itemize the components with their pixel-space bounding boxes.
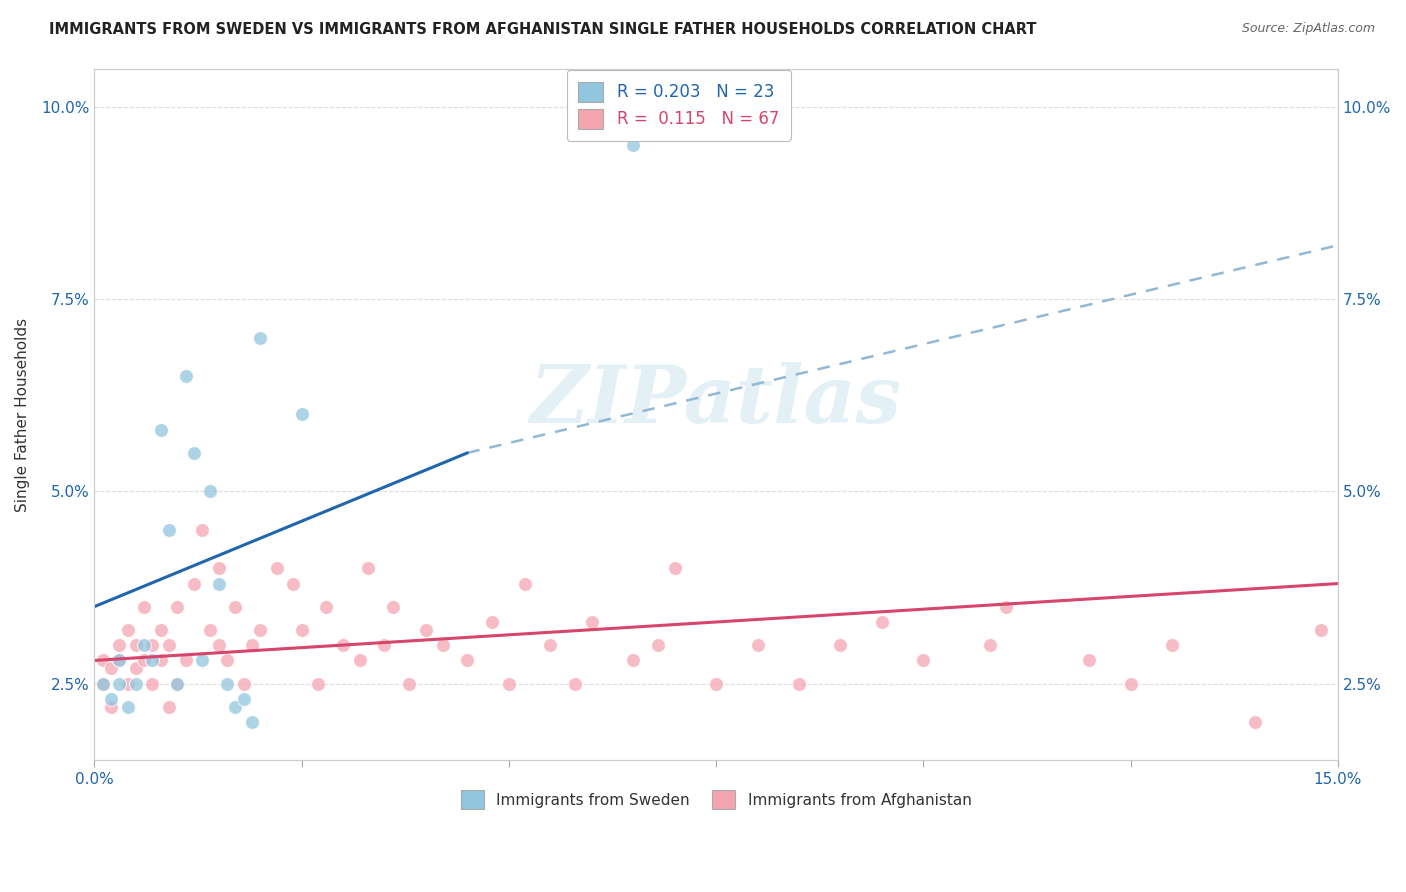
Point xyxy=(240,714,263,729)
Point xyxy=(174,653,197,667)
Point xyxy=(141,676,163,690)
Point xyxy=(249,330,271,344)
Point xyxy=(125,638,148,652)
Point xyxy=(108,638,131,652)
Point xyxy=(232,692,254,706)
Point xyxy=(398,676,420,690)
Point xyxy=(149,423,172,437)
Point xyxy=(191,653,214,667)
Point xyxy=(91,676,114,690)
Point xyxy=(432,638,454,652)
Point xyxy=(183,576,205,591)
Point xyxy=(232,676,254,690)
Point xyxy=(117,699,139,714)
Point xyxy=(266,561,288,575)
Point xyxy=(664,561,686,575)
Point xyxy=(166,676,188,690)
Point xyxy=(125,661,148,675)
Point xyxy=(373,638,395,652)
Text: IMMIGRANTS FROM SWEDEN VS IMMIGRANTS FROM AFGHANISTAN SINGLE FATHER HOUSEHOLDS C: IMMIGRANTS FROM SWEDEN VS IMMIGRANTS FRO… xyxy=(49,22,1036,37)
Point xyxy=(647,638,669,652)
Point xyxy=(141,653,163,667)
Point xyxy=(166,599,188,614)
Point xyxy=(91,653,114,667)
Text: Source: ZipAtlas.com: Source: ZipAtlas.com xyxy=(1241,22,1375,36)
Point xyxy=(995,599,1018,614)
Point xyxy=(183,446,205,460)
Point xyxy=(224,699,246,714)
Point xyxy=(108,676,131,690)
Legend: Immigrants from Sweden, Immigrants from Afghanistan: Immigrants from Sweden, Immigrants from … xyxy=(454,784,977,815)
Point xyxy=(157,638,180,652)
Point xyxy=(174,369,197,384)
Point xyxy=(215,653,238,667)
Point xyxy=(581,615,603,629)
Point xyxy=(1244,714,1267,729)
Point xyxy=(1119,676,1142,690)
Point xyxy=(290,408,312,422)
Point xyxy=(515,576,537,591)
Point xyxy=(538,638,561,652)
Point xyxy=(621,653,644,667)
Point xyxy=(166,676,188,690)
Point xyxy=(200,623,222,637)
Point xyxy=(481,615,503,629)
Point xyxy=(125,676,148,690)
Point xyxy=(747,638,769,652)
Point xyxy=(157,699,180,714)
Point xyxy=(979,638,1001,652)
Point xyxy=(208,638,231,652)
Point xyxy=(283,576,305,591)
Point xyxy=(132,653,155,667)
Point xyxy=(912,653,935,667)
Point xyxy=(157,523,180,537)
Point xyxy=(108,653,131,667)
Point xyxy=(1310,623,1333,637)
Point xyxy=(108,653,131,667)
Point xyxy=(315,599,337,614)
Point xyxy=(208,576,231,591)
Point xyxy=(498,676,520,690)
Point xyxy=(208,561,231,575)
Point xyxy=(200,484,222,499)
Point xyxy=(117,676,139,690)
Point xyxy=(704,676,727,690)
Point xyxy=(149,653,172,667)
Point xyxy=(100,661,122,675)
Point xyxy=(240,638,263,652)
Point xyxy=(91,676,114,690)
Point xyxy=(249,623,271,637)
Point xyxy=(307,676,329,690)
Point xyxy=(224,599,246,614)
Point xyxy=(456,653,478,667)
Point xyxy=(1078,653,1101,667)
Point xyxy=(415,623,437,637)
Point xyxy=(621,138,644,153)
Point xyxy=(870,615,893,629)
Point xyxy=(132,599,155,614)
Point xyxy=(357,561,380,575)
Point xyxy=(132,638,155,652)
Point xyxy=(215,676,238,690)
Point xyxy=(100,692,122,706)
Point xyxy=(332,638,354,652)
Y-axis label: Single Father Households: Single Father Households xyxy=(15,318,30,511)
Point xyxy=(1161,638,1184,652)
Point xyxy=(381,599,404,614)
Point xyxy=(349,653,371,667)
Point xyxy=(564,676,586,690)
Point xyxy=(100,699,122,714)
Point xyxy=(191,523,214,537)
Point xyxy=(787,676,810,690)
Point xyxy=(117,623,139,637)
Point xyxy=(290,623,312,637)
Text: ZIPatlas: ZIPatlas xyxy=(530,362,903,440)
Point xyxy=(141,638,163,652)
Point xyxy=(830,638,852,652)
Point xyxy=(149,623,172,637)
